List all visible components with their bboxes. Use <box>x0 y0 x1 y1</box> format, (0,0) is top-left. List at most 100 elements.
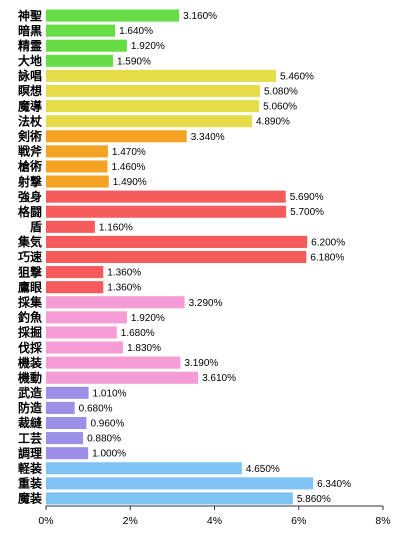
bar <box>46 356 181 369</box>
value-label: 6.200% <box>311 237 345 248</box>
bar <box>46 281 104 294</box>
bar <box>46 175 109 188</box>
category-label: 瞑想 <box>18 83 42 98</box>
bar <box>46 477 314 490</box>
category-label: 大地 <box>18 53 42 68</box>
bar <box>46 492 293 505</box>
category-label: 採集 <box>18 294 43 309</box>
category-label: 伐採 <box>18 340 43 355</box>
bar <box>46 220 95 233</box>
category-label: 魔導 <box>18 98 42 113</box>
bar <box>46 100 260 113</box>
tick-label: 4% <box>207 515 222 527</box>
category-label: 槍術 <box>18 159 42 174</box>
category-label: 工芸 <box>18 430 42 445</box>
value-label: 1.680% <box>121 328 155 339</box>
value-label: 1.010% <box>93 388 127 399</box>
bar <box>46 447 89 460</box>
value-label: 0.680% <box>79 403 113 414</box>
category-label: 鷹眼 <box>18 279 42 294</box>
category-label: 剣術 <box>17 128 42 143</box>
value-label: 5.060% <box>263 102 297 113</box>
value-label: 1.000% <box>92 449 126 460</box>
bar <box>46 160 108 173</box>
category-label: 強身 <box>18 189 42 204</box>
bar <box>46 235 308 248</box>
category-label: 軽装 <box>18 460 42 475</box>
bar <box>46 115 252 128</box>
value-label: 0.960% <box>90 419 124 430</box>
value-label: 5.460% <box>280 71 314 82</box>
bar <box>46 205 287 218</box>
bar <box>46 311 127 324</box>
category-label: 射撃 <box>17 174 42 189</box>
category-labels: 神聖暗黒精霊大地詠唱瞑想魔導法杖剣術戦斧槍術射撃強身格闘盾集気巧速狙撃鷹眼採集釣… <box>17 8 43 506</box>
value-label: 3.340% <box>191 132 225 143</box>
bar <box>46 54 113 67</box>
value-label: 1.830% <box>127 343 161 354</box>
value-label: 1.640% <box>119 26 153 37</box>
category-label: 防造 <box>18 400 43 415</box>
category-label: 武造 <box>18 385 43 400</box>
value-label: 5.700% <box>290 207 324 218</box>
bar <box>46 432 84 445</box>
bar <box>46 84 260 98</box>
value-label: 1.460% <box>112 162 146 173</box>
value-label: 4.890% <box>256 117 290 128</box>
category-label: 詠唱 <box>18 68 42 83</box>
value-label: 5.690% <box>290 192 324 203</box>
category-label: 戦斧 <box>18 144 43 159</box>
value-label: 1.470% <box>112 147 146 158</box>
value-label: 1.920% <box>131 313 165 324</box>
bars-group <box>46 9 314 505</box>
bar <box>46 130 187 143</box>
value-label: 1.490% <box>113 177 147 188</box>
bar <box>46 190 286 203</box>
value-label: 3.160% <box>183 11 217 22</box>
category-label: 調理 <box>18 445 42 460</box>
value-label: 3.290% <box>189 298 223 309</box>
category-label: 重装 <box>18 476 42 491</box>
category-label: 採掘 <box>18 325 42 340</box>
x-axis-ticks: 0% 2% 4% 6% 8% <box>38 506 391 527</box>
bar <box>46 371 199 384</box>
value-label: 3.190% <box>184 358 218 369</box>
category-label: 裁縫 <box>18 415 43 430</box>
value-label: 6.340% <box>317 479 351 490</box>
value-label: 4.650% <box>246 464 280 475</box>
value-label: 0.880% <box>87 434 121 445</box>
bar <box>46 386 89 399</box>
category-label: 精霊 <box>18 38 42 53</box>
value-label: 3.610% <box>202 373 236 384</box>
bar <box>46 266 104 279</box>
category-label: 釣魚 <box>18 310 42 325</box>
category-label: 機装 <box>18 355 42 370</box>
tick-label: 2% <box>123 515 138 527</box>
value-label: 1.920% <box>131 41 165 52</box>
bar <box>46 250 307 264</box>
tick-label: 8% <box>375 515 390 527</box>
category-label: 格闘 <box>18 204 42 219</box>
value-labels: 3.160% 1.640% 1.920% 1.590% 5.460% 5.080% 5.06… <box>79 11 351 505</box>
bar <box>46 416 87 430</box>
category-label: 神聖 <box>18 8 42 23</box>
tick-label: 6% <box>291 515 306 527</box>
category-label: 巧速 <box>18 249 42 264</box>
value-label: 1.360% <box>107 283 141 294</box>
bar <box>46 145 108 158</box>
category-label: 法杖 <box>18 113 43 128</box>
value-label: 1.360% <box>107 268 141 279</box>
value-label: 1.160% <box>99 222 133 233</box>
bar <box>46 24 116 37</box>
bar <box>46 39 127 52</box>
value-label: 5.860% <box>297 494 331 505</box>
category-label: 集気 <box>17 234 42 249</box>
tick-label: 0% <box>38 515 53 527</box>
value-label: 1.590% <box>117 56 151 67</box>
category-label: 盾 <box>30 219 42 234</box>
bar <box>46 9 180 22</box>
value-label: 6.180% <box>310 253 344 264</box>
bar <box>46 296 185 309</box>
bar <box>46 341 124 354</box>
